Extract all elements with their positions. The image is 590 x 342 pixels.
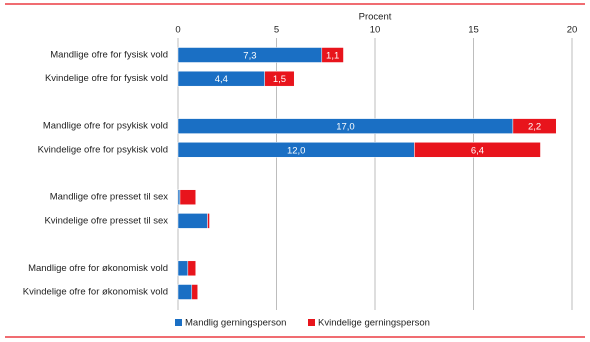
x-tick-label: 15 (468, 25, 479, 36)
bar-segment (179, 189, 196, 205)
y-tick-label: Kvindelige ofre presset til sex (44, 215, 168, 226)
bar-segment (177, 260, 189, 277)
legend-swatch (175, 319, 182, 326)
x-tick-label: 0 (175, 25, 180, 36)
value-label: 1,1 (326, 51, 339, 62)
bar-segment (177, 213, 208, 229)
bar-segment (512, 118, 557, 134)
legend-label: Mandlig gerningsperson (185, 318, 286, 329)
x-tick-label: 20 (567, 25, 578, 36)
y-tick-label: Mandlige ofre for økonomisk vold (28, 263, 168, 274)
value-label: 17,0 (336, 122, 355, 133)
bar-segment (191, 284, 198, 300)
value-label: 12,0 (287, 145, 306, 156)
x-tick-label: 5 (274, 25, 279, 36)
value-label: 6,4 (471, 145, 484, 156)
value-label: 4,4 (215, 74, 228, 85)
bar-segment (177, 189, 181, 205)
x-tick-label: 10 (370, 25, 381, 36)
value-label: 1,5 (273, 74, 286, 85)
y-tick-label: Kvindelige ofre for fysisk vold (45, 73, 168, 84)
x-axis-label: Procent (359, 12, 392, 23)
bar-segment (207, 213, 210, 229)
bar-segment (414, 142, 541, 158)
bar-segment (321, 47, 344, 63)
y-tick-label: Kvindelige ofre for økonomisk vold (23, 287, 168, 298)
value-label: 7,3 (243, 51, 256, 62)
y-tick-label: Mandlige ofre for psykisk vold (43, 121, 168, 132)
y-tick-label: Mandlige ofre presset til sex (50, 192, 169, 203)
legend-swatch (308, 319, 315, 326)
y-tick-label: Kvindelige ofre for psykisk vold (38, 144, 168, 155)
bar-segment (264, 70, 295, 87)
value-label: 2,2 (528, 122, 541, 133)
y-tick-label: Mandlige ofre for fysisk vold (50, 50, 168, 61)
bar-segment (177, 284, 193, 300)
legend-label: Kvindelige gerningsperson (318, 318, 430, 329)
bar-segment (187, 260, 196, 277)
